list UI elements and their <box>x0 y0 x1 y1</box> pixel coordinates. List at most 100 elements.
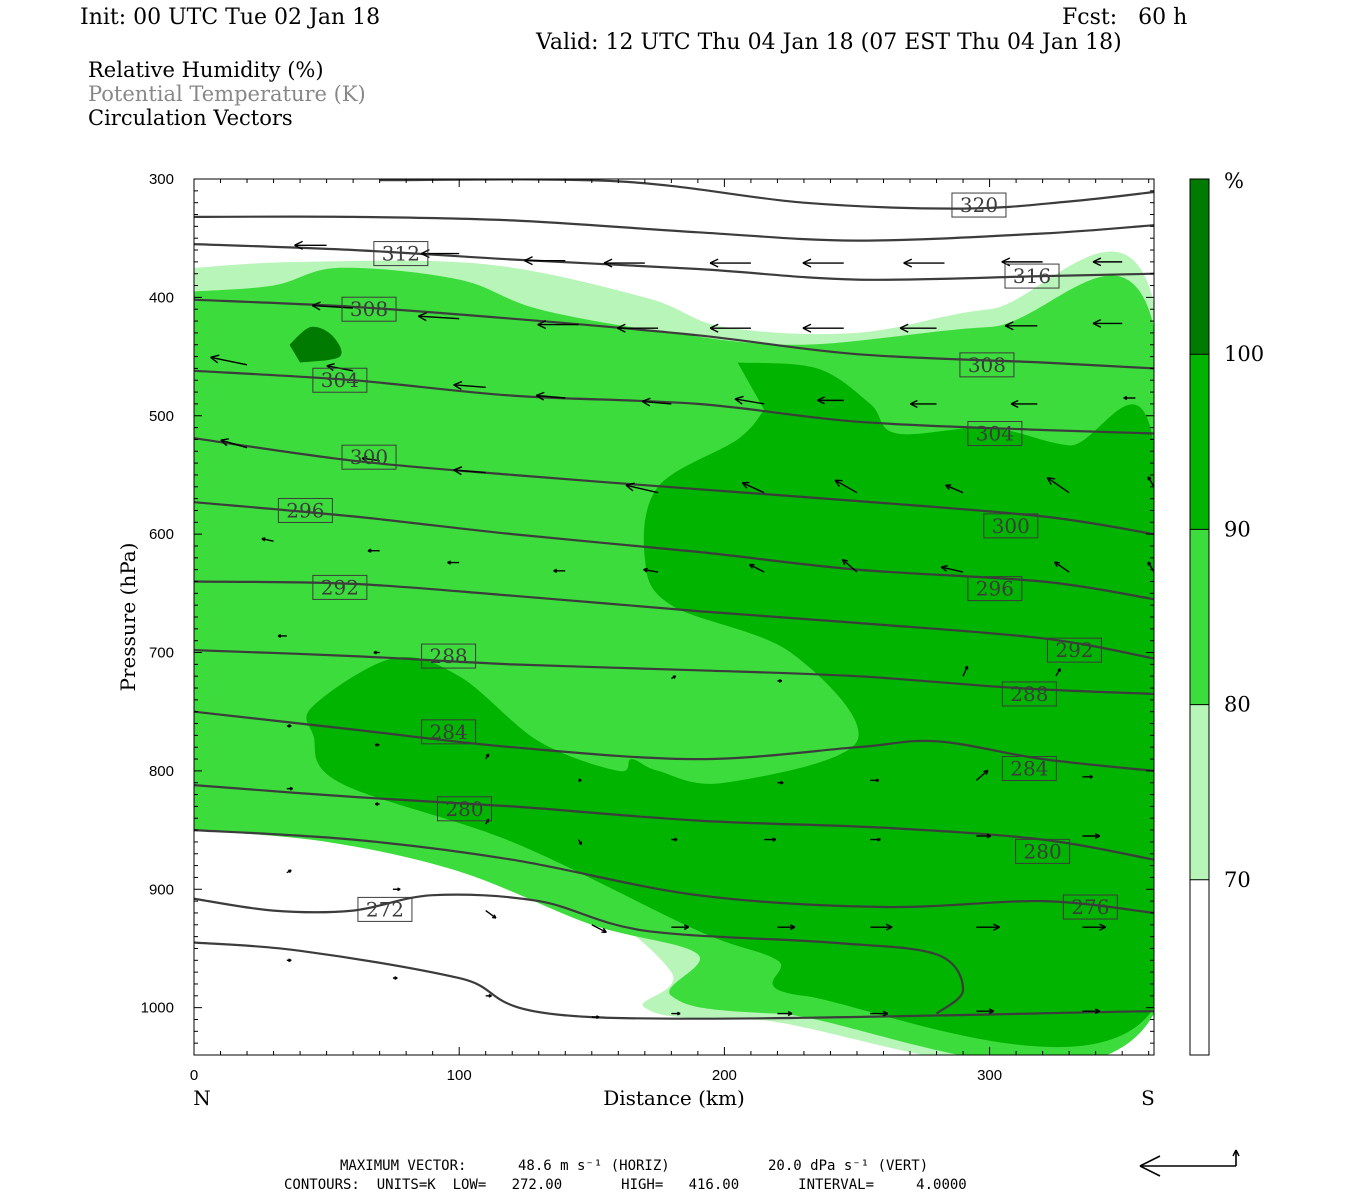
vector-arrow <box>899 323 937 333</box>
isentrope-label-text: 280 <box>445 797 483 821</box>
isentrope-label-text: 288 <box>1010 682 1048 706</box>
vector-arrow <box>374 742 380 747</box>
vector-arrow <box>447 560 460 565</box>
vector-arrow <box>777 1011 793 1017</box>
max-vector-vertical: 20.0 dPa s⁻¹ (VERT) <box>768 1158 929 1174</box>
x-tick-label: 300 <box>977 1067 1002 1084</box>
vector-arrow <box>945 484 964 494</box>
isentrope-304 <box>194 369 1154 435</box>
isentrope-label: 320 <box>951 192 1007 218</box>
x-tick-label: 200 <box>712 1067 737 1084</box>
vector-arrow <box>1092 318 1123 328</box>
isentrope-288 <box>194 649 1154 695</box>
vector-arrow <box>671 675 677 680</box>
vector-arrow <box>802 258 844 268</box>
vector-arrow <box>1046 477 1070 494</box>
isentrope-label-text: 280 <box>1024 839 1062 863</box>
isentrope-label: 284 <box>421 719 477 745</box>
vector-arrow <box>976 833 992 839</box>
forecast-hour: Fcst: 60 h <box>1062 5 1188 30</box>
isentrope-labels: 320 316 312 308 308 304 304 300 300 296 296 292 292 2… <box>277 192 1118 922</box>
x-axis-title: Distance (km) <box>603 1086 745 1110</box>
vector-arrow <box>909 399 937 408</box>
vector-arrow <box>671 924 690 931</box>
colorbar-label: 70 <box>1224 868 1251 892</box>
isentrope-label: 276 <box>1062 894 1118 920</box>
vector-arrow <box>537 320 579 330</box>
y-tick-label: 700 <box>149 645 174 662</box>
isentrope-label: 312 <box>373 241 429 267</box>
colorbar-band <box>1190 529 1209 705</box>
isentrope-label-text: 296 <box>976 577 1014 601</box>
isentrope-label: 296 <box>967 576 1023 602</box>
vector-arrow <box>616 323 659 333</box>
vector-arrow <box>261 537 274 542</box>
vector-arrow <box>1053 561 1070 573</box>
isentrope-label: 284 <box>1001 756 1057 782</box>
colorbar-label: 90 <box>1224 517 1251 541</box>
isentrope-label-text: 316 <box>1013 264 1051 288</box>
max-vector-horizontal: 48.6 m s⁻¹ (HORIZ) <box>518 1158 670 1174</box>
vector-arrow <box>277 634 287 638</box>
colorbar-frame <box>1189 178 1210 1056</box>
max-vector-label: MAXIMUM VECTOR: <box>340 1158 467 1174</box>
vector-arrow <box>1010 399 1038 408</box>
vector-arrow <box>643 567 659 573</box>
vector-arrow <box>286 958 292 963</box>
isentrope-label-text: 272 <box>366 897 404 921</box>
vector-arrow <box>143 241 194 249</box>
vector-arrow <box>834 479 858 494</box>
y-tick-label: 400 <box>149 289 174 306</box>
vector-arrow <box>553 568 566 573</box>
vector-arrow <box>1092 257 1123 267</box>
isentrope-label-text: 304 <box>976 422 1014 446</box>
vector-arrow <box>361 455 380 462</box>
x-tick-label: 0 <box>190 1067 198 1084</box>
vector-arrow <box>777 780 784 785</box>
vector-arrow <box>764 837 777 842</box>
vector-arrow <box>311 301 354 311</box>
isentrope-label: 308 <box>959 352 1015 378</box>
y-tick-label: 600 <box>149 526 174 543</box>
isentrope-label-text: 276 <box>1071 895 1109 919</box>
vector-arrow <box>1082 774 1093 779</box>
vector-arrow <box>1147 561 1154 573</box>
vector-arrow <box>870 837 881 842</box>
vector-arrow <box>535 391 566 401</box>
axes: 300 400 500 600 700 800 900 1000 0 100 200 300 <box>141 171 1154 1084</box>
vector-arrow <box>671 1011 681 1016</box>
isentrope-label: 316 <box>1004 263 1060 289</box>
vector-arrow <box>374 802 380 806</box>
vector-arrow <box>903 258 945 268</box>
x-tick-label: 100 <box>447 1067 472 1084</box>
field-relative-humidity: Relative Humidity (%) <box>88 58 324 82</box>
vector-arrow <box>976 923 1000 931</box>
vector-arrow <box>1147 476 1154 488</box>
vector-arrow <box>976 1008 995 1015</box>
isentrope-label: 292 <box>1046 637 1102 663</box>
colorbar-band <box>1190 354 1209 530</box>
vector-arrow <box>1082 923 1107 931</box>
vector-arrow <box>286 786 293 791</box>
vector-arrow <box>286 723 292 728</box>
rh-region-100 <box>289 326 342 363</box>
vector-arrow <box>777 924 796 931</box>
isentrope-296 <box>194 501 1154 601</box>
vector-arrow <box>940 564 964 573</box>
isentrope-label: 272 <box>357 896 413 922</box>
isentrope-320 <box>379 179 1154 210</box>
colorbar-band <box>1190 179 1209 355</box>
isentrope-300 <box>194 437 1154 536</box>
field-circulation-vectors: Circulation Vectors <box>88 106 293 130</box>
reference-vector-icon <box>1139 1149 1240 1177</box>
y-tick-label: 900 <box>149 881 174 898</box>
vector-arrow <box>603 258 645 268</box>
isentrope-label: 280 <box>1015 838 1071 864</box>
isentrope-276 <box>194 829 1154 914</box>
isentrope-label: 300 <box>983 513 1039 539</box>
vector-arrow <box>749 563 765 573</box>
isentrope-label-text: 308 <box>968 353 1006 377</box>
isentrope-316 <box>194 215 1154 242</box>
vector-arrow <box>367 548 380 553</box>
